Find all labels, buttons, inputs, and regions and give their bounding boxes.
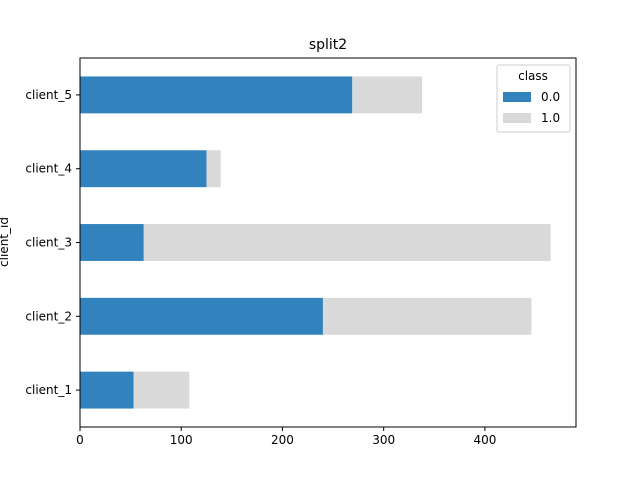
- y-tick-label-client_1: client_1: [25, 383, 72, 397]
- legend-label-0: 0.0: [541, 90, 560, 104]
- bar-client_3-series-1: [143, 224, 551, 261]
- legend-label-1: 1.0: [541, 111, 560, 125]
- x-tick-label-200: 200: [271, 433, 294, 447]
- bar-client_4-series-1: [206, 150, 221, 188]
- legend-swatch-0: [503, 92, 531, 102]
- x-tick-label-400: 400: [473, 433, 496, 447]
- chart-title: split2: [309, 37, 347, 53]
- bar-client_1-series-0: [80, 371, 134, 409]
- legend-swatch-1: [503, 113, 531, 123]
- x-tick-label-100: 100: [170, 433, 193, 447]
- x-tick-label-0: 0: [76, 433, 84, 447]
- bar-client_1-series-1: [133, 371, 190, 409]
- bar-client_4-series-0: [80, 150, 207, 188]
- bar-client_5-series-1: [352, 76, 423, 114]
- bar-client_2-series-0: [80, 297, 323, 335]
- y-tick-label-client_2: client_2: [25, 309, 72, 323]
- bar-client_2-series-1: [322, 297, 532, 335]
- bar-client_3-series-0: [80, 224, 144, 261]
- bars: [80, 76, 551, 409]
- x-tick-label-300: 300: [372, 433, 395, 447]
- y-axis: client_1 client_2 client_3 client_4 client_5: [25, 88, 80, 397]
- bar-client_5-series-0: [80, 76, 353, 114]
- legend-entries: 0.0 1.0: [503, 90, 560, 125]
- y-tick-label-client_3: client_3: [25, 236, 72, 250]
- legend-title: class: [518, 69, 548, 83]
- y-tick-label-client_4: client_4: [25, 162, 72, 176]
- x-axis: 0 100 200 300 400: [76, 427, 496, 447]
- y-tick-label-client_5: client_5: [25, 88, 72, 102]
- legend: class 0.0 1.0: [496, 64, 571, 133]
- y-axis-label: client_id: [0, 217, 11, 267]
